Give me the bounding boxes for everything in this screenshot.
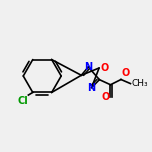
Text: Cl: Cl xyxy=(17,96,28,106)
Text: O: O xyxy=(101,63,109,73)
Text: O: O xyxy=(102,92,110,102)
Text: O: O xyxy=(121,68,130,78)
Text: N: N xyxy=(84,62,92,72)
Text: N: N xyxy=(87,83,96,93)
Text: CH₃: CH₃ xyxy=(131,79,148,88)
